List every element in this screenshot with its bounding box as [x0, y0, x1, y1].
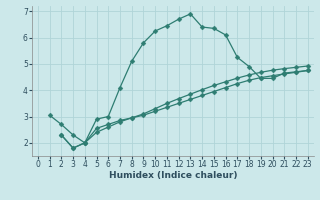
X-axis label: Humidex (Indice chaleur): Humidex (Indice chaleur): [108, 171, 237, 180]
